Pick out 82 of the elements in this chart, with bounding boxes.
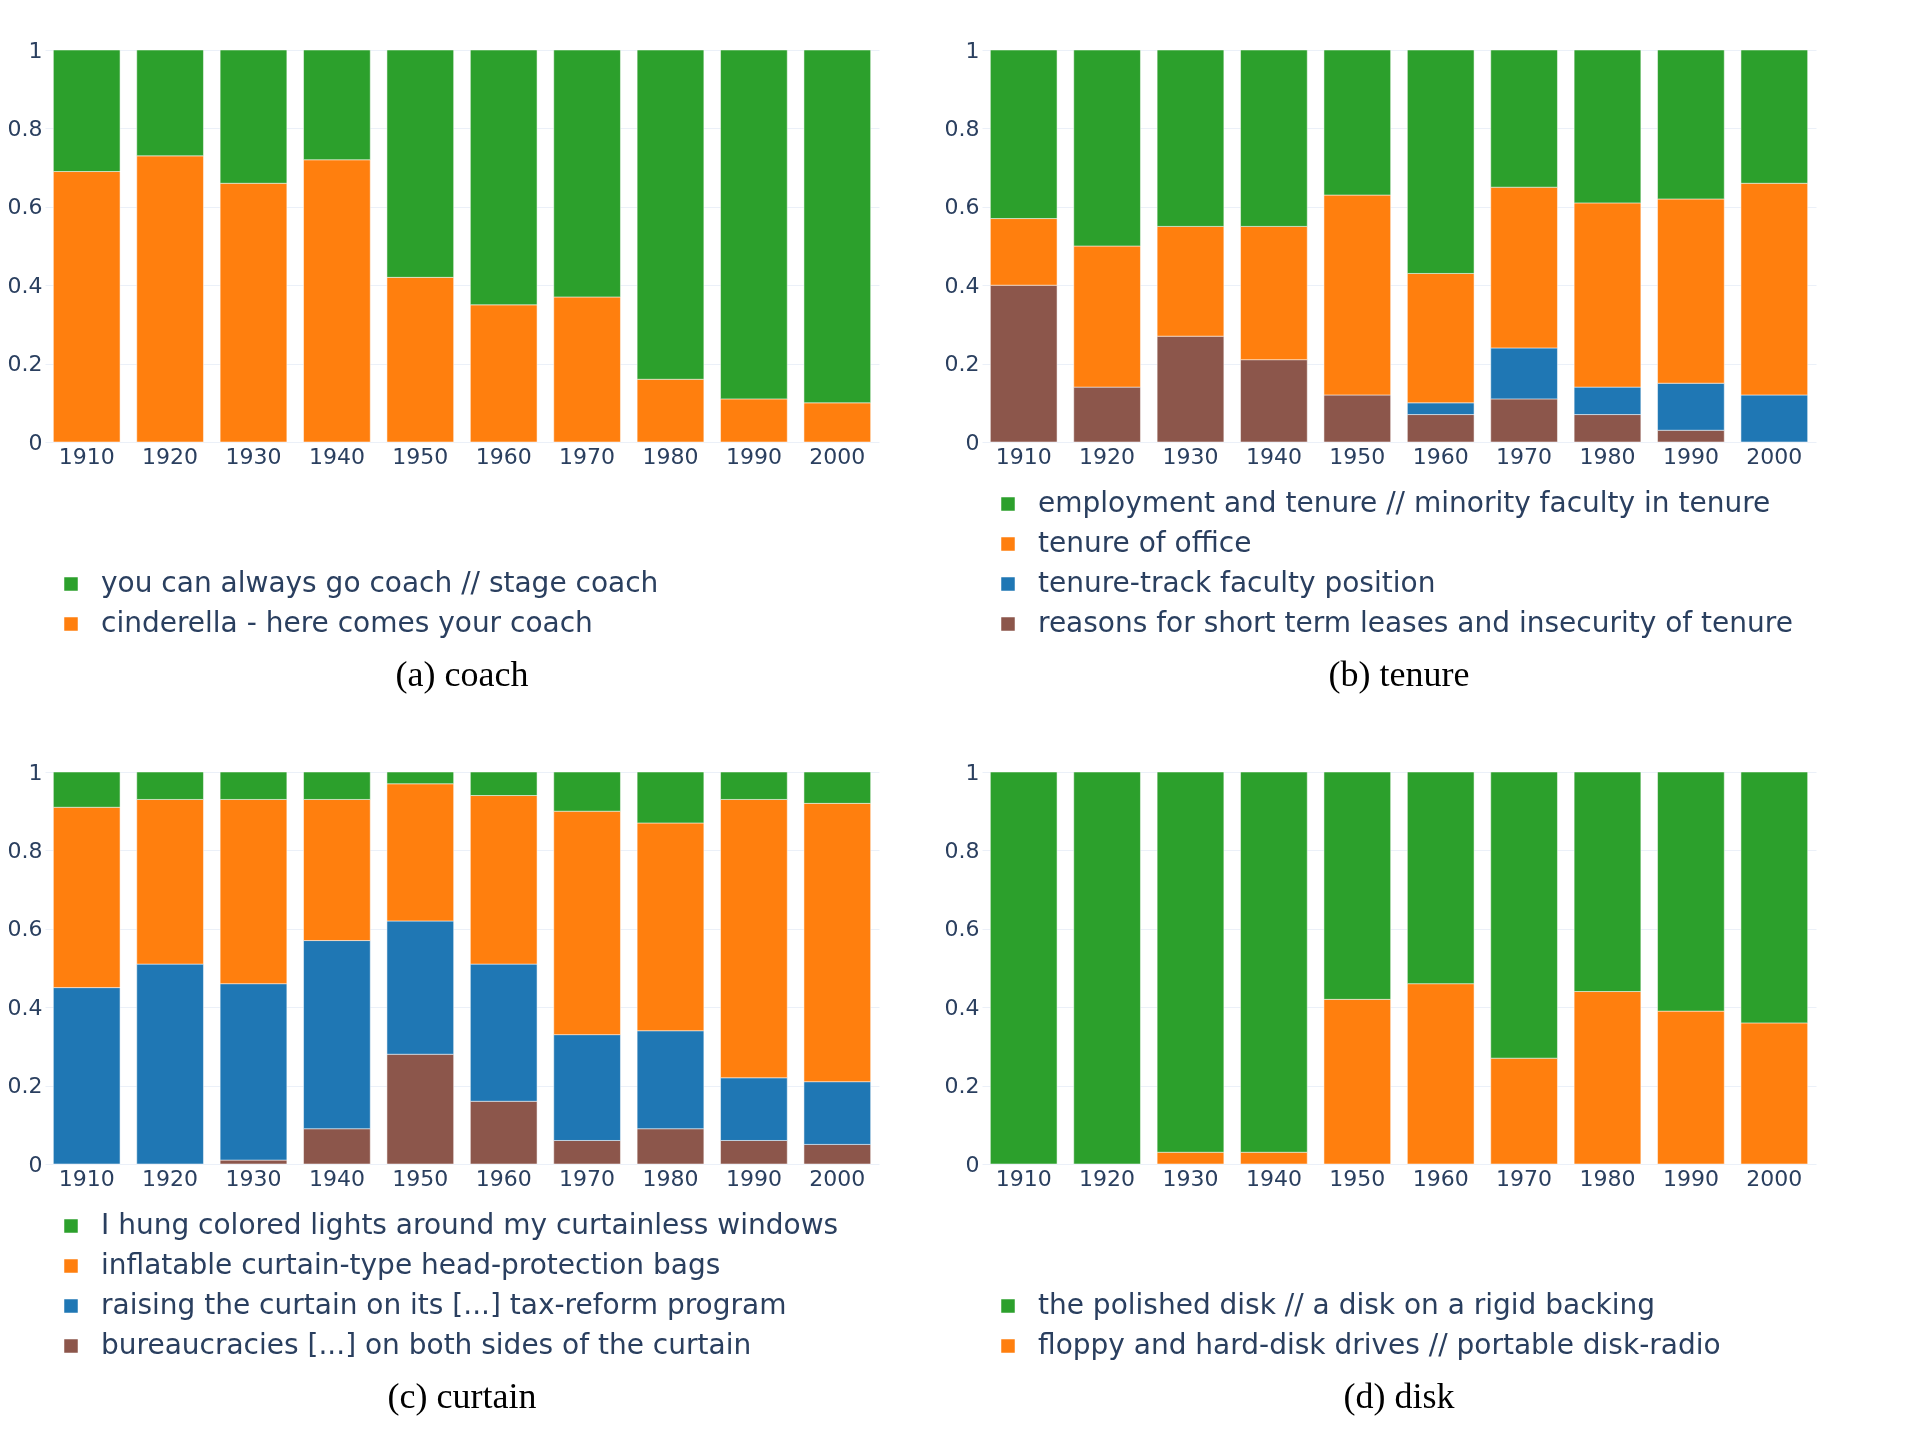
legend-label: you can always go coach // stage coach [101, 566, 659, 599]
x-tick-label: 1940 [1245, 443, 1302, 469]
x-tick-label: 1930 [1162, 1165, 1219, 1191]
x-tick-label: 1920 [1079, 1165, 1136, 1191]
y-tick-label: 1 [965, 37, 980, 63]
x-tick-label: 1980 [642, 443, 699, 469]
y-tick-label: 0 [965, 1151, 980, 1177]
text: (c) curtain [387, 1376, 537, 1416]
y-tick-label: 0.4 [7, 272, 43, 298]
x-tick-label: 1990 [1662, 1165, 1719, 1191]
y-tick-label: 0.6 [944, 916, 980, 942]
legend-label: cinderella - here comes your coach [101, 606, 593, 639]
y-tick-label: 0.8 [7, 837, 43, 863]
x-tick-label: 1940 [308, 443, 365, 469]
x-tick-label: 1970 [559, 1165, 616, 1191]
x-tick-label: 1920 [142, 1165, 199, 1191]
legend-label: reasons for short term leases and insecurity of tenure [1038, 606, 1793, 639]
y-tick-label: 0.2 [944, 351, 980, 377]
x-tick-label: 1910 [58, 443, 115, 469]
x-tick-label: 1960 [475, 443, 532, 469]
y-tick-label: 0.8 [944, 115, 980, 141]
x-tick-label: 1930 [225, 443, 282, 469]
y-tick-label: 0.6 [7, 194, 43, 220]
y-tick-label: 1 [28, 37, 43, 63]
x-tick-label: 1960 [475, 1165, 532, 1191]
x-tick-label: 1950 [392, 443, 449, 469]
y-tick-label: 1 [28, 759, 43, 785]
x-tick-label: 1980 [1579, 1165, 1636, 1191]
x-tick-label: 2000 [1746, 1165, 1803, 1191]
y-tick-label: 0.2 [7, 351, 43, 377]
x-tick-label: 1990 [1662, 443, 1719, 469]
y-tick-label: 0.8 [944, 837, 980, 863]
bar [990, 771, 1058, 1165]
y-tick-label: 0.2 [7, 1073, 43, 1099]
x-tick-label: 1970 [1496, 1165, 1553, 1191]
legend-label: I hung colored lights around my curtainless windows [101, 1208, 839, 1241]
x-tick-label: 1930 [1162, 443, 1219, 469]
y-tick-label: 0.6 [944, 194, 980, 220]
x-tick-label: 2000 [1746, 443, 1803, 469]
x-tick-label: 1960 [1412, 443, 1469, 469]
x-tick-label: 1950 [1329, 443, 1386, 469]
y-tick-label: 0 [28, 1151, 43, 1177]
text: (a) coach [395, 654, 529, 694]
x-tick-label: 1910 [995, 1165, 1052, 1191]
x-tick-label: 1950 [392, 1165, 449, 1191]
legend-label: the polished disk // a disk on a rigid backing [1038, 1288, 1656, 1321]
x-tick-label: 1930 [225, 1165, 282, 1191]
x-tick-label: 1980 [1579, 443, 1636, 469]
x-tick-label: 1910 [58, 1165, 115, 1191]
x-tick-label: 1980 [642, 1165, 699, 1191]
x-tick-label: 2000 [809, 1165, 866, 1191]
y-tick-label: 0 [28, 429, 43, 455]
text: (b) tenure [1328, 654, 1470, 694]
x-tick-label: 1910 [995, 443, 1052, 469]
x-tick-label: 1970 [1496, 443, 1553, 469]
legend-label: employment and tenure // minority faculty in tenure [1038, 486, 1771, 519]
x-tick-label: 1940 [1245, 1165, 1302, 1191]
text: (d) disk [1343, 1376, 1455, 1416]
x-tick-label: 1920 [1079, 443, 1136, 469]
y-tick-label: 1 [965, 759, 980, 785]
x-tick-label: 1940 [308, 1165, 365, 1191]
legend-label: floppy and hard-disk drives // portable disk-radio [1038, 1328, 1721, 1361]
x-tick-label: 2000 [809, 443, 866, 469]
x-tick-label: 1990 [725, 1165, 782, 1191]
y-tick-label: 0.6 [7, 916, 43, 942]
x-tick-label: 1990 [725, 443, 782, 469]
legend-label: inflatable curtain-type head-protection bags [101, 1248, 721, 1281]
x-tick-label: 1960 [1412, 1165, 1469, 1191]
y-tick-label: 0.4 [944, 272, 980, 298]
legend-label: tenure-track faculty position [1038, 566, 1436, 599]
y-tick-label: 0.8 [7, 115, 43, 141]
y-tick-label: 0.4 [944, 994, 980, 1020]
x-tick-label: 1920 [142, 443, 199, 469]
legend-label: raising the curtain on its [...] tax-reform program [101, 1288, 787, 1321]
y-tick-label: 0.4 [7, 994, 43, 1020]
legend-label: tenure of office [1038, 526, 1252, 559]
x-tick-label: 1970 [559, 443, 616, 469]
legend-label: bureaucracies [...] on both sides of the curtain [101, 1328, 752, 1361]
y-tick-label: 0.2 [944, 1073, 980, 1099]
y-tick-label: 0 [965, 429, 980, 455]
x-tick-label: 1950 [1329, 1165, 1386, 1191]
bar [1073, 771, 1141, 1165]
